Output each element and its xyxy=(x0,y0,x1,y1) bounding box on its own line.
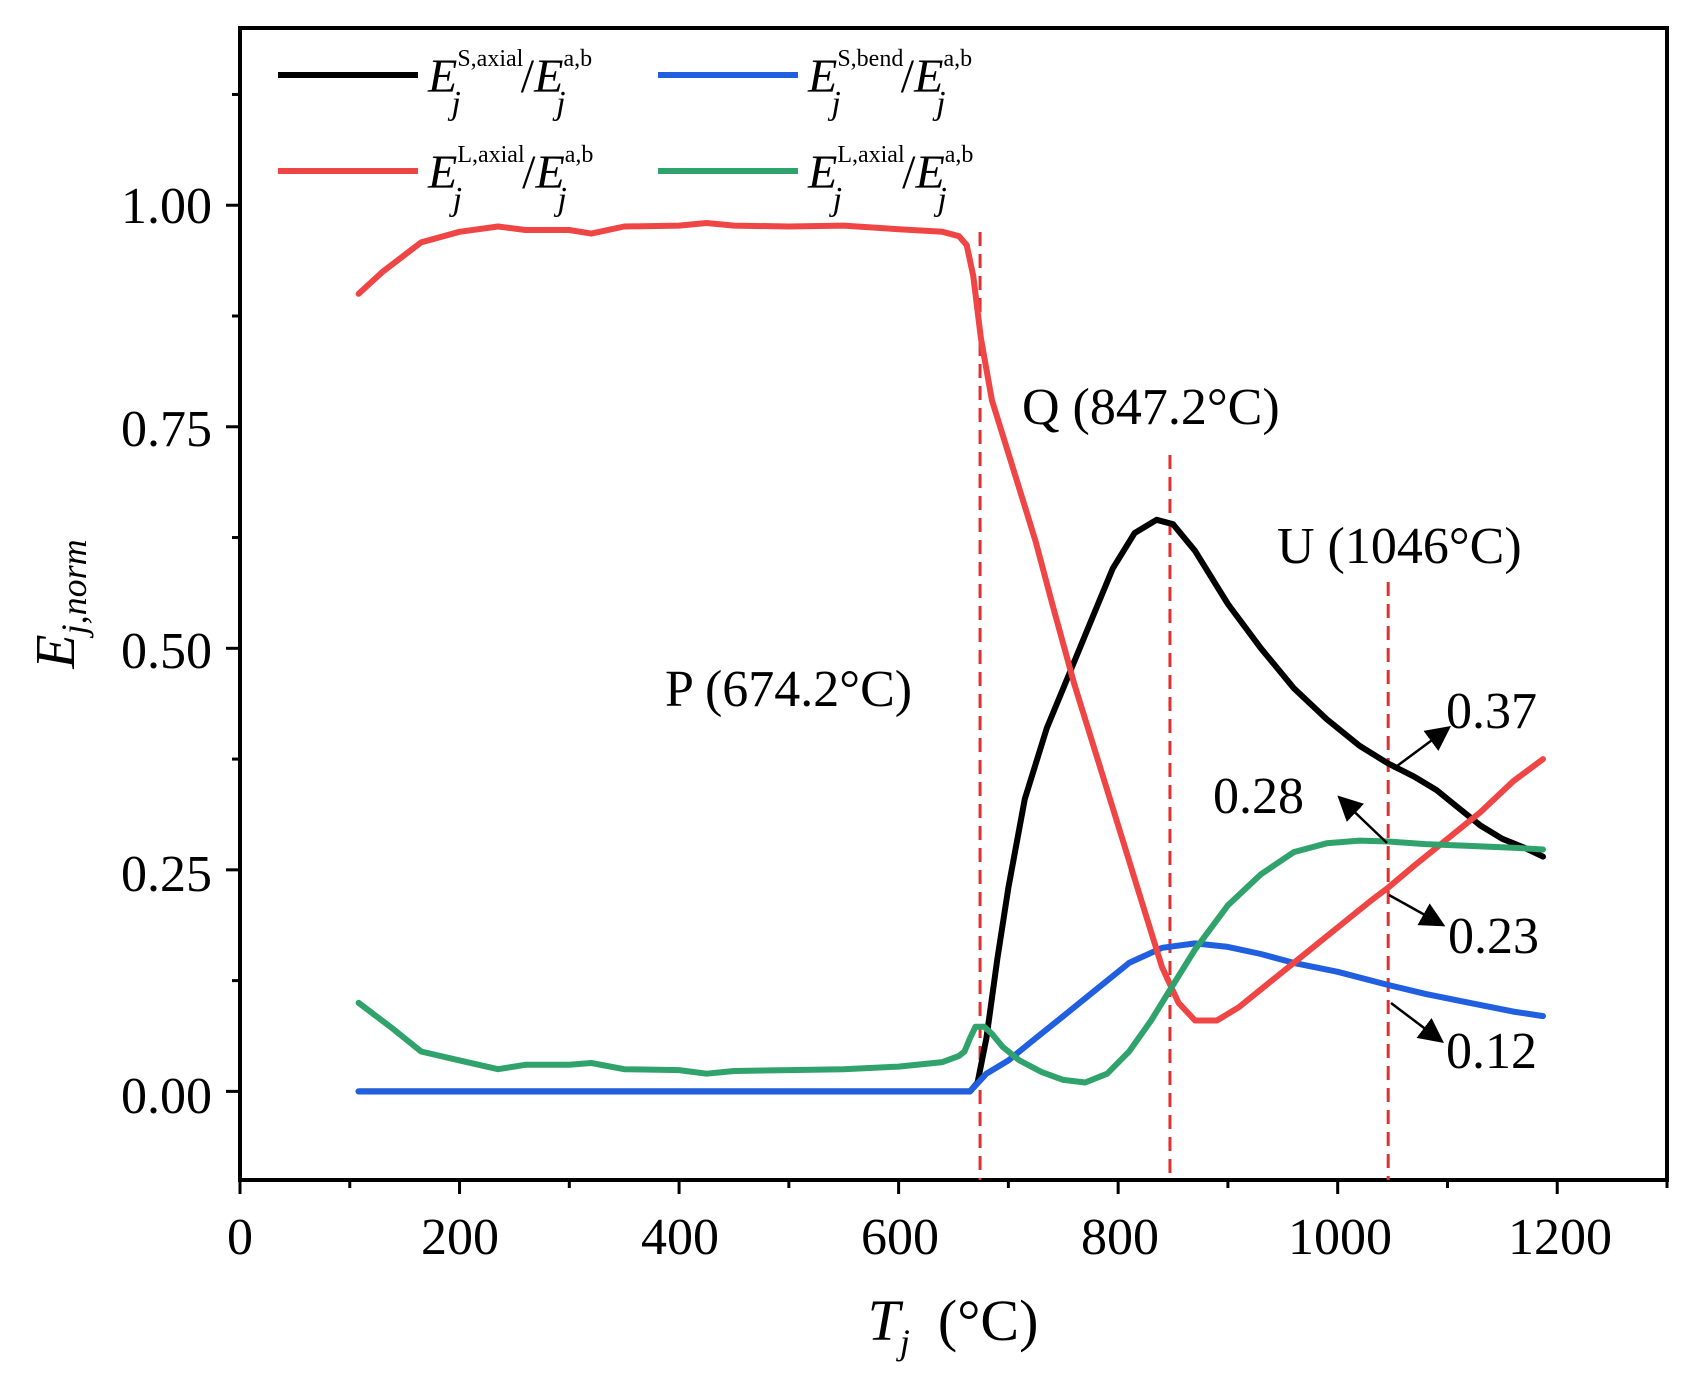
vertical-marker-lines xyxy=(978,232,1390,1180)
y-tick-labels: 0.00 0.25 0.50 0.75 1.00 xyxy=(121,178,212,1125)
plot-frame xyxy=(238,26,1669,1182)
marker-label-u: U (1046°C) xyxy=(1277,518,1522,575)
y-tick-label: 1.00 xyxy=(121,178,212,235)
x-tick-label: 400 xyxy=(641,1209,719,1266)
annotation-arrow xyxy=(1392,726,1452,771)
annotation-value: 0.37 xyxy=(1446,683,1537,740)
x-tick-label: 600 xyxy=(861,1209,939,1266)
annotation-arrow xyxy=(1388,893,1446,927)
annotation-arrow xyxy=(1337,795,1388,844)
x-tick-label: 1200 xyxy=(1508,1209,1612,1266)
annotation-arrows xyxy=(1337,726,1452,1044)
x-axis-title: Tj (°C) xyxy=(868,1288,1039,1362)
x-tick-label: 1000 xyxy=(1288,1209,1392,1266)
legend-label-l-axial-red: EL,axial j/Ea,b j xyxy=(427,142,593,218)
annotation-value: 0.23 xyxy=(1448,908,1539,965)
annotation-value: 0.12 xyxy=(1446,1023,1537,1080)
axis-ticks xyxy=(226,92,1669,1194)
marker-label-q: Q (847.2°C) xyxy=(1022,379,1280,436)
y-tick-label: 0.75 xyxy=(121,401,212,458)
legend-label-s-bend: ES,bend j/Ea,b j xyxy=(807,46,972,122)
x-tick-label: 800 xyxy=(1081,1209,1159,1266)
series-line-0 xyxy=(355,516,1546,1095)
y-tick-label: 0.50 xyxy=(121,623,212,680)
y-tick-label: 0.25 xyxy=(121,846,212,903)
series-lines xyxy=(355,220,1546,1095)
legend-label-l-axial-green: EL,axial j/Ea,b j xyxy=(807,142,973,218)
series-line-3 xyxy=(355,837,1546,1086)
x-tick-labels: 0 200 400 600 800 1000 1200 xyxy=(227,1209,1612,1266)
legend-label-s-axial: ES,axial j/Ea,b j xyxy=(427,46,592,122)
series-line-1 xyxy=(355,940,1546,1095)
y-axis-title: Ej,norm xyxy=(25,539,94,669)
annotation-arrow xyxy=(1390,1002,1444,1044)
legend: ES,axial j/Ea,b j ES,bend j/Ea,b j EL,axial j… xyxy=(278,46,973,218)
y-tick-label: 0.00 xyxy=(121,1068,212,1125)
annotation-value: 0.28 xyxy=(1213,768,1304,825)
x-tick-label: 0 xyxy=(227,1209,253,1266)
marker-label-p: P (674.2°C) xyxy=(665,661,912,718)
x-tick-label: 200 xyxy=(421,1209,499,1266)
series-line-2 xyxy=(355,220,1546,1024)
